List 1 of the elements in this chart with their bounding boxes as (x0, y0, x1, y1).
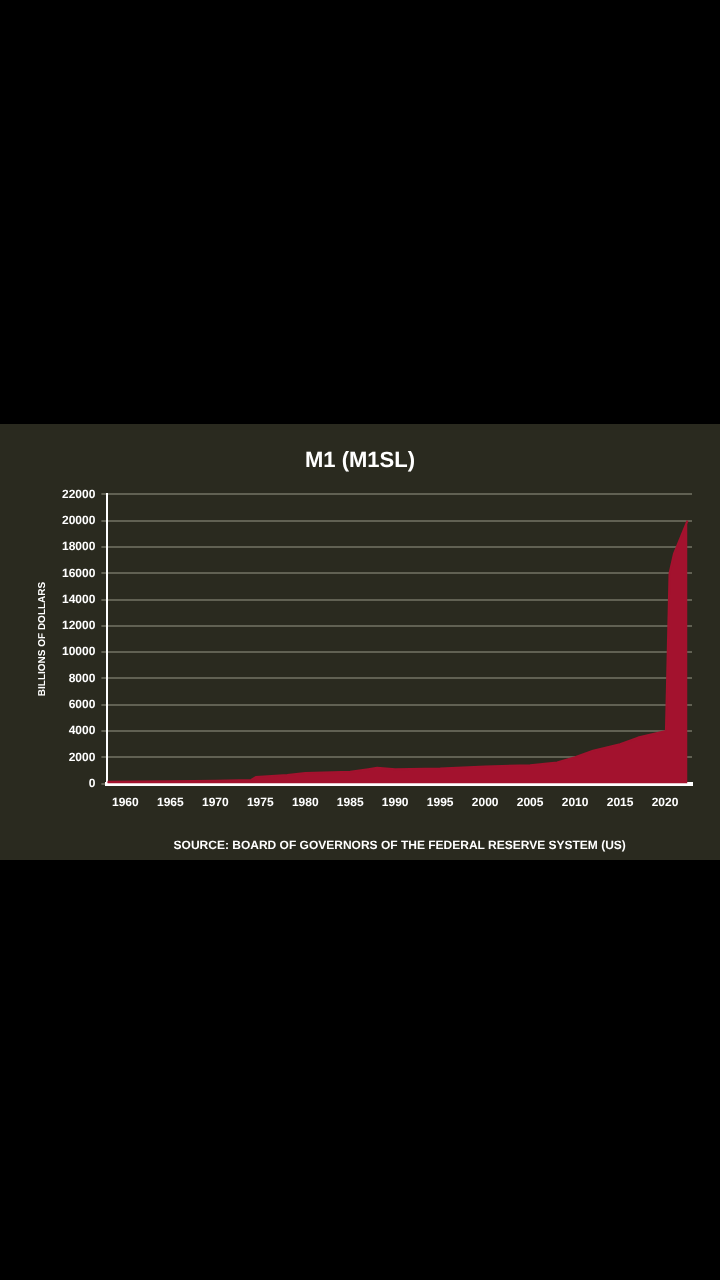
chart-title: M1 (M1SL) (305, 449, 416, 474)
